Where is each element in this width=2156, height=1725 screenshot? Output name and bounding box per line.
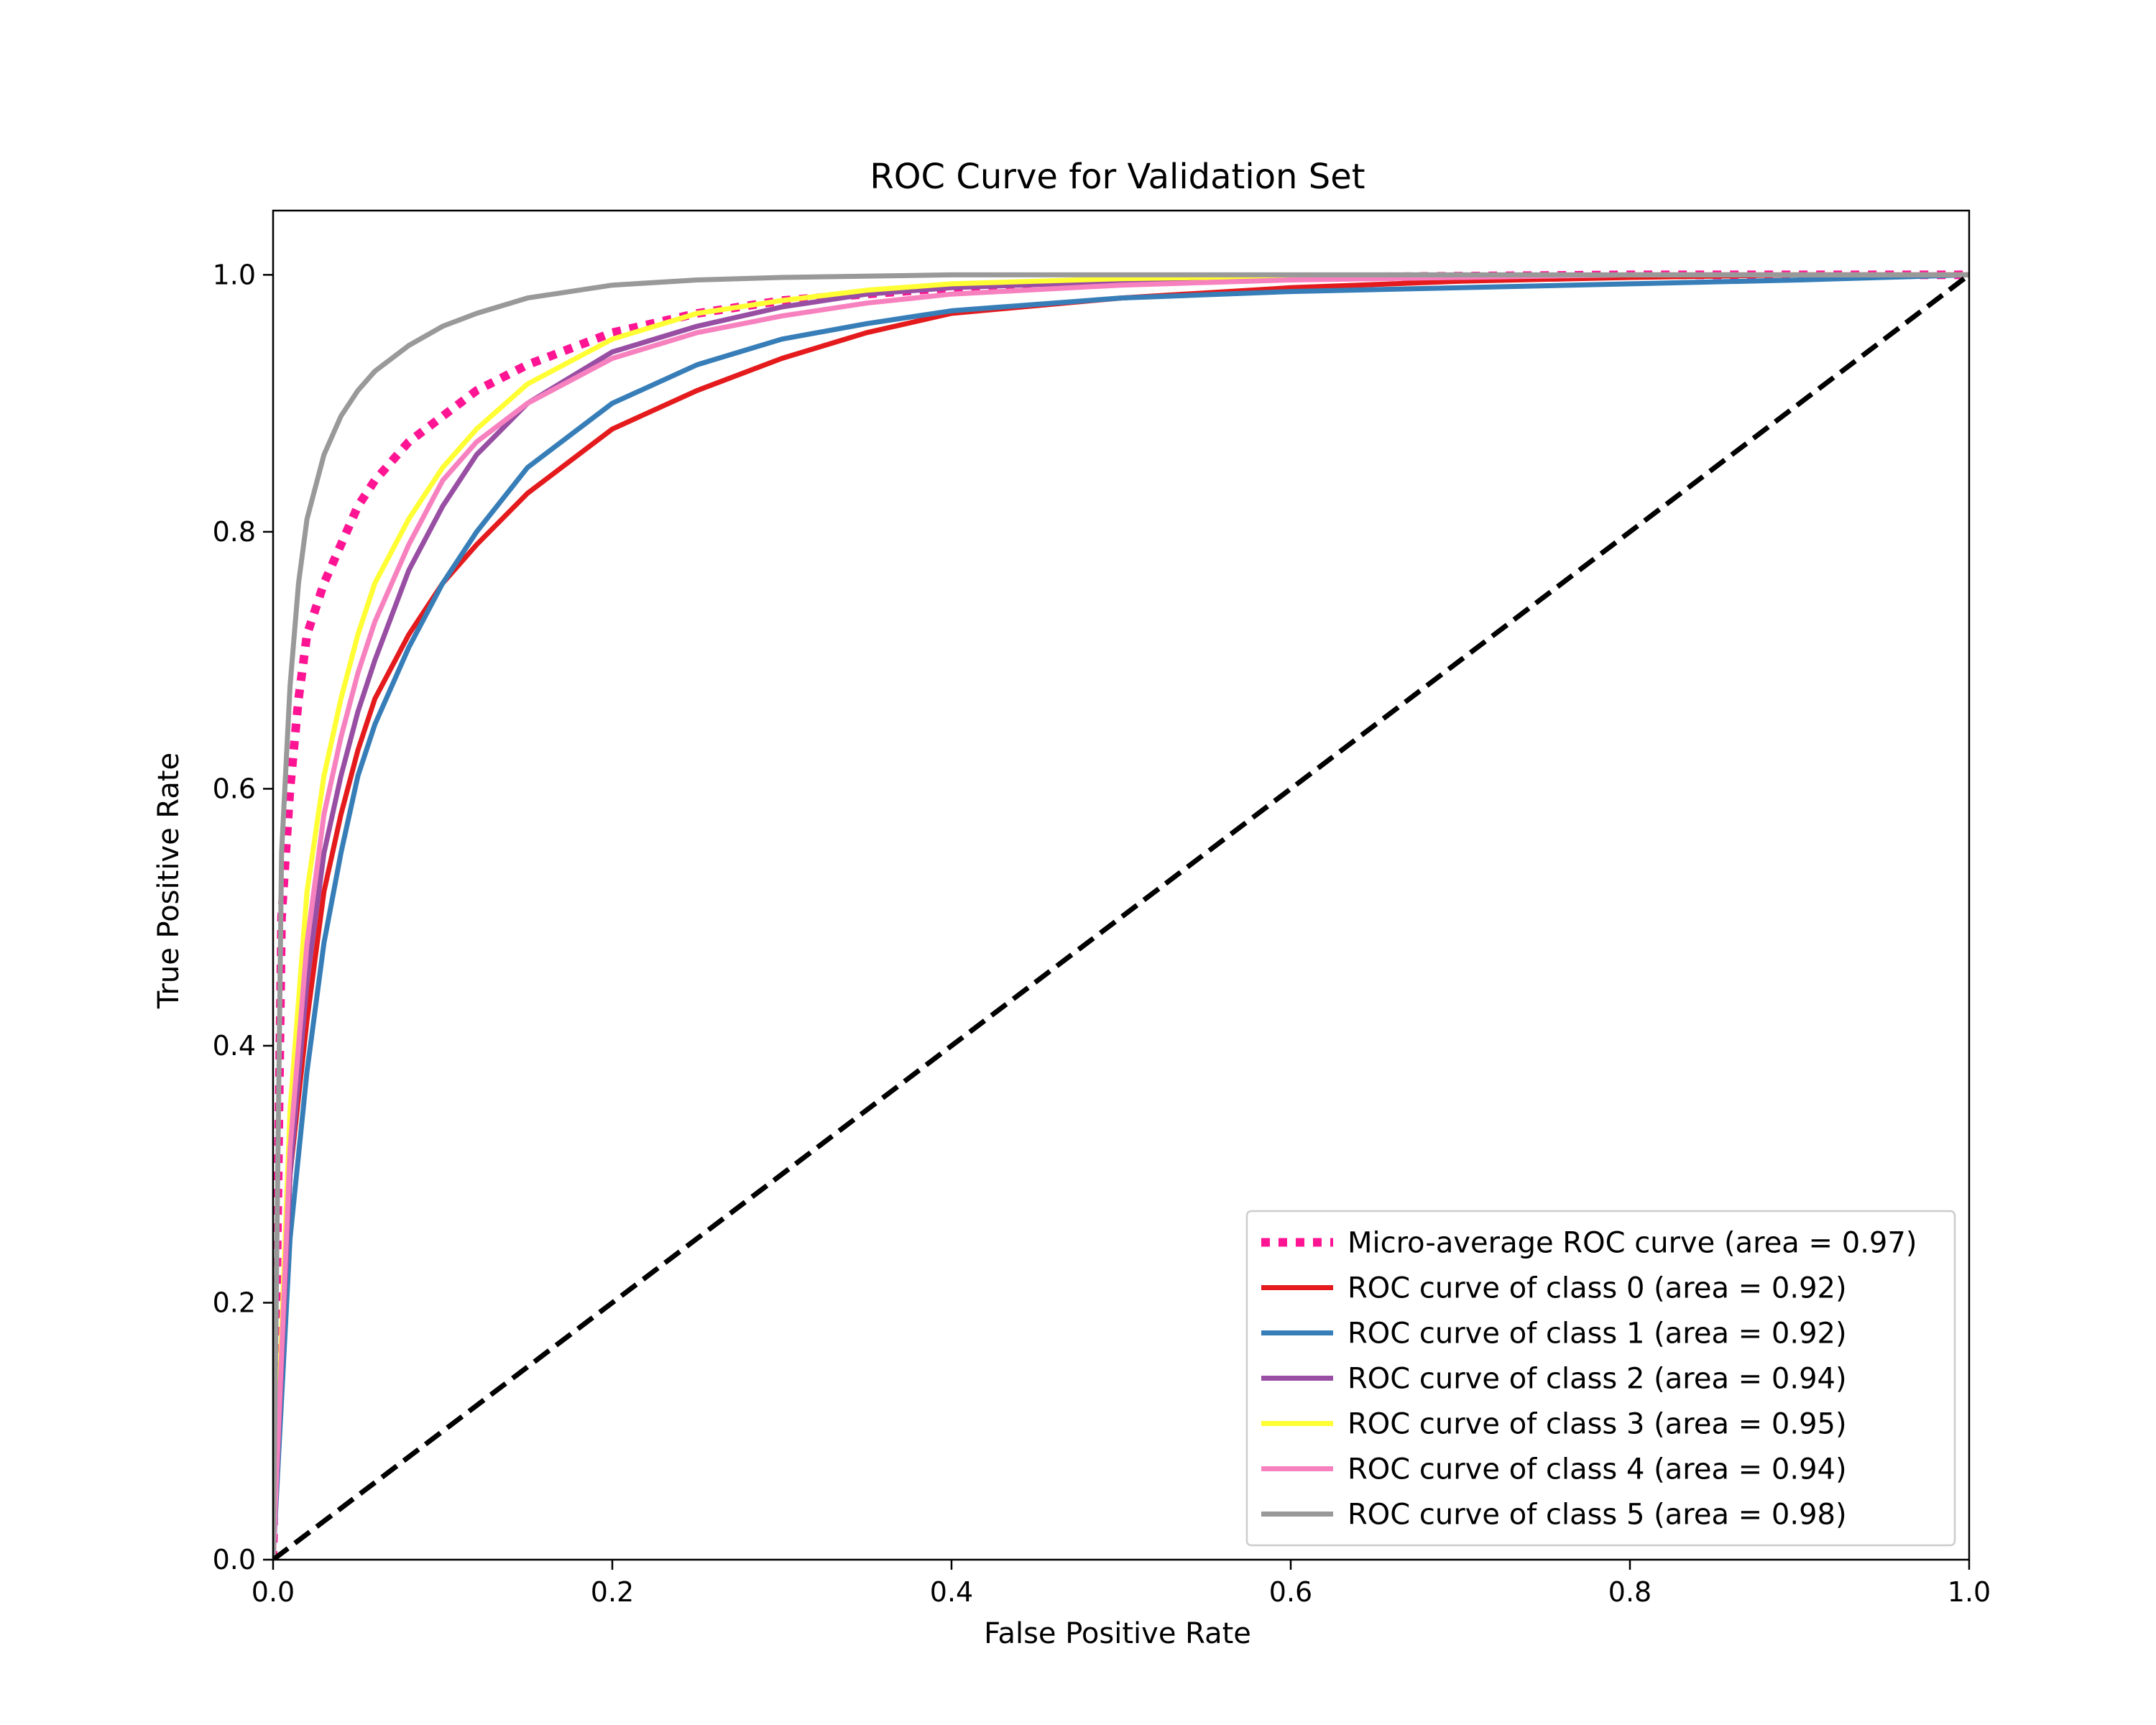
legend-entry-3: ROC curve of class 2 (area = 0.94) [1348, 1363, 1847, 1396]
legend-entry-1: ROC curve of class 0 (area = 0.92) [1348, 1272, 1847, 1305]
y-tick-label: 1.0 [213, 259, 256, 290]
x-tick-label: 0.8 [1608, 1576, 1651, 1608]
y-tick-label: 0.4 [213, 1030, 256, 1062]
plot-area: 0.0 0.2 0.4 0.6 0.8 1.0 0.0 0.2 0.4 0.6 0.8 1.0 Micr… [213, 209, 1991, 1608]
legend-entry-5: ROC curve of class 4 (area = 0.94) [1348, 1453, 1847, 1486]
chart-title: ROC Curve for Validation Set [870, 157, 1365, 197]
x-tick-label: 1.0 [1948, 1576, 1991, 1608]
x-tick-label: 0.0 [252, 1576, 295, 1608]
roc-curve-5 [273, 272, 1969, 1560]
x-tick-label: 0.6 [1269, 1576, 1312, 1608]
y-tick-label: 0.8 [213, 516, 256, 548]
legend-entry-6: ROC curve of class 5 (area = 0.98) [1348, 1499, 1847, 1532]
legend-entry-0: Micro-average ROC curve (area = 0.97) [1348, 1227, 1917, 1260]
y-tick-label: 0.2 [213, 1287, 256, 1318]
axes-frame [272, 209, 1971, 1561]
legend-box [1245, 1210, 1956, 1547]
roc-curve-4 [273, 272, 1969, 1560]
y-tick-label: 0.0 [213, 1544, 256, 1576]
x-tick-label: 0.4 [930, 1576, 973, 1608]
curves-group [273, 270, 1969, 1560]
y-axis-label: True Positive Rate [152, 753, 185, 1009]
legend-entry-4: ROC curve of class 3 (area = 0.95) [1348, 1408, 1847, 1441]
legend: Micro-average ROC curve (area = 0.97) ROC… [1245, 1210, 1956, 1547]
roc-curve-6 [273, 272, 1969, 1560]
roc-curve-2 [273, 272, 1969, 1560]
roc-curve-1 [273, 272, 1969, 1560]
roc-curve-3 [273, 272, 1969, 1560]
x-tick-label: 0.2 [591, 1576, 634, 1608]
legend-entry-2: ROC curve of class 1 (area = 0.92) [1348, 1317, 1847, 1351]
x-axis-label: False Positive Rate [984, 1617, 1251, 1650]
y-tick-label: 0.6 [213, 773, 256, 804]
